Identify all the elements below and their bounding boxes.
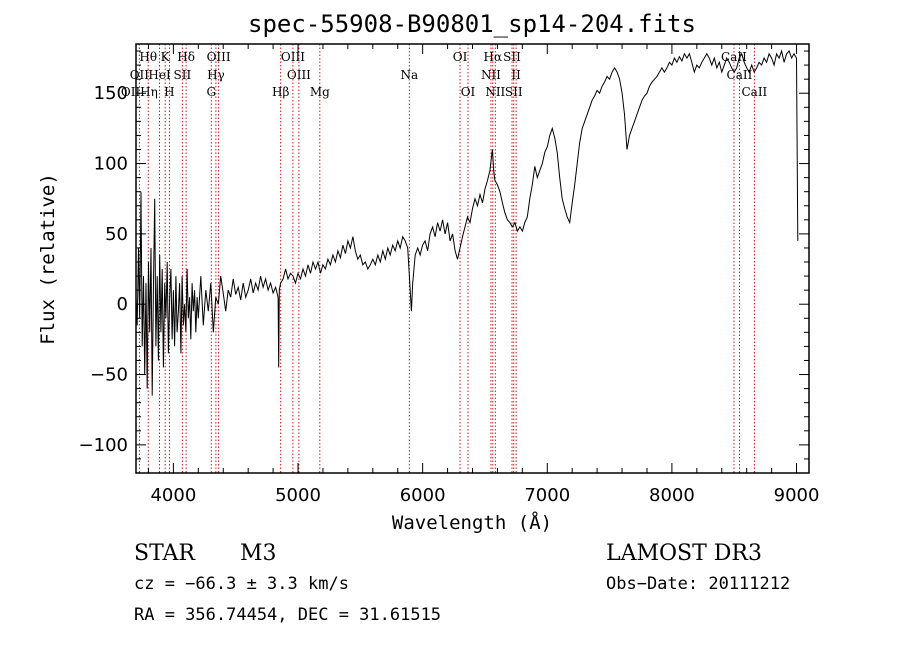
series-layer [135, 49, 799, 396]
spectral-line-label: OIII [287, 68, 311, 82]
spectral-line-label: G [206, 85, 216, 99]
spectral-line-label: H [164, 85, 174, 99]
spectral-line-label: Mg [310, 85, 330, 99]
plot-frame [135, 43, 810, 474]
y-tick-label: 0 [117, 294, 128, 315]
y-tick-label: 100 [94, 154, 128, 175]
spectral-line-label: NII [481, 68, 501, 82]
spectral-line-label: Hδ [177, 50, 195, 64]
coordinates: RA = 356.74454, DEC = 31.61515 [134, 605, 441, 625]
y-tick-label: 150 [94, 83, 128, 104]
spectral-line-label: OIII [281, 50, 305, 64]
x-tick-label: 7000 [524, 485, 570, 506]
spectral-line-label: Na [400, 68, 418, 82]
x-axis-label: Wavelength (Å) [392, 511, 552, 534]
y-axis-label: Flux (relative) [37, 173, 59, 345]
spectral-line-label: Hα [484, 50, 503, 64]
object-subclass: M3 [240, 541, 277, 566]
y-tick-label: 50 [105, 224, 128, 245]
spectral-line-label: CaII [727, 68, 753, 82]
spectral-line-label: SII [174, 68, 192, 82]
spectral-line-label: CaII [741, 85, 767, 99]
series-line-flux [135, 49, 799, 396]
spectral-line-label: Hγ [207, 68, 225, 82]
x-tick-label: 9000 [774, 485, 820, 506]
x-tick-label: 8000 [649, 485, 695, 506]
axis-ticks: 4000 5000 6000 7000 8000 9000 −100 −50 0 50 100 150 [79, 44, 820, 506]
spectral-line-label: OII [130, 68, 150, 82]
y-tick-label: −100 [79, 435, 128, 456]
x-tick-label: 6000 [400, 485, 446, 506]
x-tick-label: 4000 [150, 485, 196, 506]
spectral-line-label: OIIHη [121, 85, 158, 99]
spectral-line-label: II [511, 68, 521, 82]
spectral-line-label: OI [453, 50, 468, 64]
spectral-line-label: OI [461, 85, 476, 99]
spectral-lines-layer [138, 44, 755, 473]
redshift-readout: cz = −66.3 ± 3.3 km/s [134, 574, 349, 594]
object-class: STAR [134, 541, 196, 566]
obs-date: Obs−Date: 20111212 [606, 574, 790, 594]
spectral-line-label: NII [485, 85, 505, 99]
spectral-line-label: OIII [207, 50, 231, 64]
spectral-line-label: SII [505, 85, 523, 99]
x-tick-label: 5000 [275, 485, 321, 506]
survey-name: LAMOST DR3 [606, 541, 762, 566]
chart-title: spec-55908-B90801_sp14-204.fits [248, 10, 696, 38]
y-tick-label: −50 [90, 365, 128, 386]
spectral-line-label: Hβ [272, 85, 289, 99]
spectral-line-label: K [161, 50, 171, 64]
spectral-line-label: Hθ [139, 50, 157, 64]
spectral-line-label: SII [503, 50, 521, 64]
spectral-line-label: HeI [148, 68, 171, 82]
